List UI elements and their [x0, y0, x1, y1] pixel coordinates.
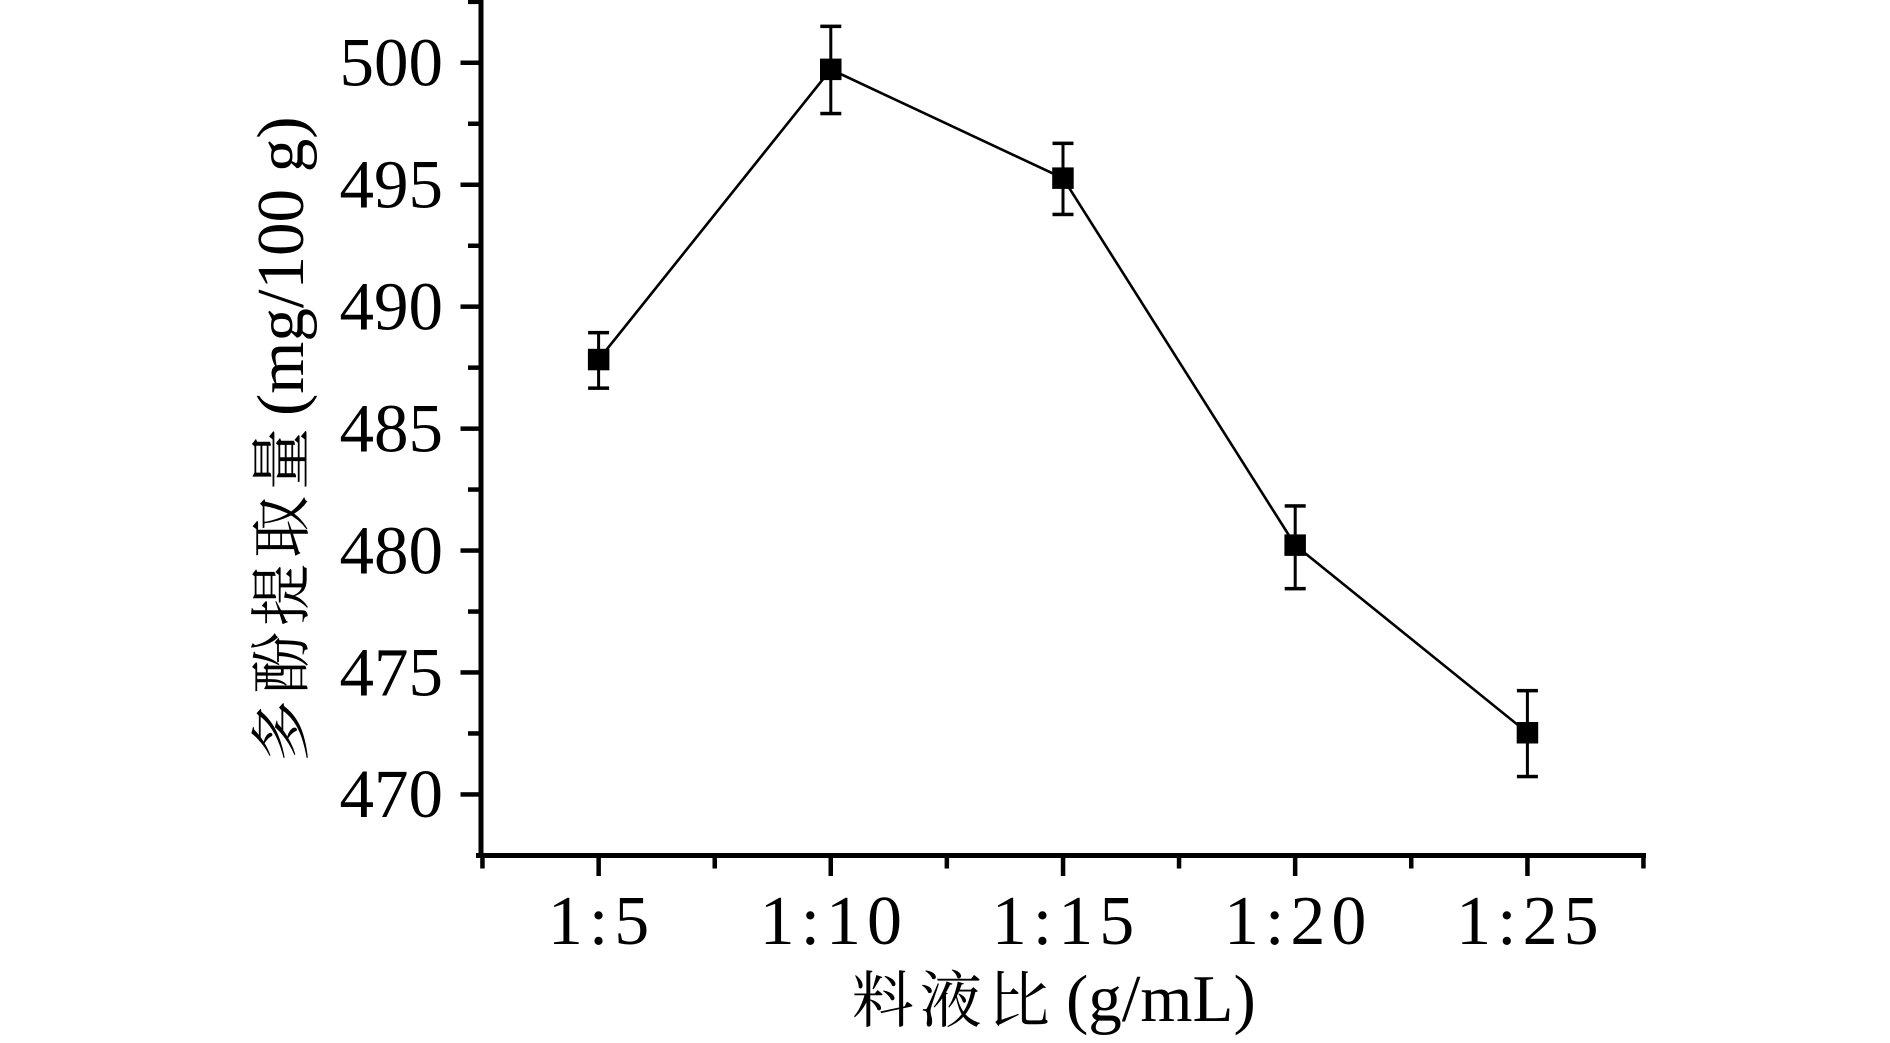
svg-text:1:15: 1:15 [992, 883, 1140, 960]
svg-text:475: 475 [340, 634, 444, 710]
svg-text:1:10: 1:10 [760, 883, 908, 960]
svg-text:480: 480 [340, 512, 444, 588]
svg-text:470: 470 [340, 756, 444, 832]
svg-text:500: 500 [340, 25, 444, 101]
svg-text:1:20: 1:20 [1224, 883, 1372, 960]
svg-text:485: 485 [340, 390, 444, 466]
svg-text:1:25: 1:25 [1456, 883, 1604, 960]
svg-text:(g/mL): (g/mL) [1066, 962, 1256, 1036]
svg-text:490: 490 [340, 269, 444, 345]
svg-text:495: 495 [340, 147, 444, 223]
svg-text:1:5: 1:5 [548, 883, 655, 960]
svg-text:(mg/100 g): (mg/100 g) [244, 116, 318, 416]
